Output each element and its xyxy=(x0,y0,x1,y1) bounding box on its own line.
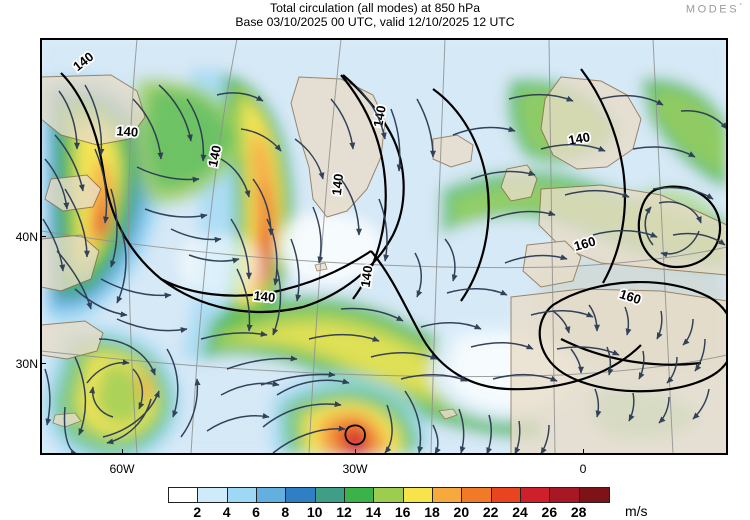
colorbar-tick-label: 28 xyxy=(570,504,587,520)
ytick-label-30n: 30N xyxy=(15,357,38,371)
coastline-se-usa xyxy=(41,320,104,360)
colorbar-tick-label: 2 xyxy=(193,504,202,520)
colorbar-tick-label: 16 xyxy=(394,504,411,520)
xtick-label-30w: 30W xyxy=(342,462,368,476)
colorbar-swatch xyxy=(579,488,609,502)
svg-text:140: 140 xyxy=(116,123,139,139)
svg-text:140: 140 xyxy=(253,288,276,305)
coastline-azores xyxy=(314,262,328,272)
colorbar-swatch xyxy=(550,488,580,502)
colorbar-swatch xyxy=(374,488,404,502)
coastline-north-africa xyxy=(510,288,727,454)
colorbar-tick-label: 20 xyxy=(453,504,470,520)
svg-text:140: 140 xyxy=(329,173,346,196)
colorbar-units: m/s xyxy=(625,503,648,519)
colorbar-swatch xyxy=(462,488,492,502)
svg-text:140: 140 xyxy=(205,144,224,168)
colorbar-swatch xyxy=(491,488,521,502)
colorbar-tick-label: 4 xyxy=(222,504,231,520)
colorbar-swatch xyxy=(520,488,551,502)
coastline-ne-usa xyxy=(41,234,100,292)
xtick-label-60w: 60W xyxy=(109,462,135,476)
coastline-caribbean xyxy=(52,412,82,428)
modes-logo: MODES° xyxy=(686,3,742,16)
coastline-scandinavia xyxy=(540,76,642,170)
colorbar-tick-label: 8 xyxy=(281,504,290,520)
colorbar-swatch xyxy=(256,488,287,502)
svg-text:140: 140 xyxy=(358,265,376,289)
colorbar-swatches xyxy=(168,487,610,503)
ytick-label-40n: 40N xyxy=(15,230,38,244)
chart-subtitle: Base 03/10/2025 00 UTC, valid 12/10/2025… xyxy=(235,15,515,29)
colorbar-tick-label: 10 xyxy=(306,504,323,520)
xtick-mark-30w xyxy=(355,449,356,455)
xtick-mark-0 xyxy=(583,449,584,455)
map-frame-border xyxy=(41,39,727,454)
ytick-label-30n-wrap: 30N xyxy=(0,355,38,373)
colorbar-swatch xyxy=(403,488,433,502)
chart-title: Total circulation (all modes) at 850 hPa xyxy=(269,1,480,15)
ytick-mark-40n xyxy=(40,236,46,237)
colorbar-tick-label: 14 xyxy=(365,504,382,520)
coastline-cape-verde xyxy=(438,408,458,420)
xtick-mark-60w xyxy=(122,449,123,455)
modes-logo-text: MODES xyxy=(685,3,740,16)
colorbar-tick-label: 6 xyxy=(252,504,260,520)
colorbar-swatch xyxy=(286,488,316,502)
colorbar-tick-label: 26 xyxy=(541,504,558,520)
ytick-mark-30n xyxy=(40,363,46,364)
modes-logo-mark: ° xyxy=(739,3,742,10)
coastline-labrador xyxy=(41,74,146,146)
coastline-greenland xyxy=(290,76,386,218)
coastline-british-isles xyxy=(500,164,538,202)
coastline-newfoundland xyxy=(44,174,102,212)
colorbar-tick-label: 12 xyxy=(336,504,352,520)
wind-vectors xyxy=(42,84,727,454)
colorbar-tick-label: 22 xyxy=(482,504,499,520)
colorbar-swatch xyxy=(227,488,257,502)
coastline-iceland xyxy=(432,134,474,168)
colorbar-swatch xyxy=(432,488,463,502)
colorbar-tick-label: 18 xyxy=(424,504,440,520)
colorbar-swatch xyxy=(315,488,345,502)
chart-title-block: Total circulation (all modes) at 850 hPa… xyxy=(0,1,750,29)
coastline-europe xyxy=(538,184,727,276)
colorbar-swatch xyxy=(344,488,375,502)
colorbar-swatch xyxy=(198,488,228,502)
xtick-label-0: 0 xyxy=(579,462,587,476)
colorbar-tick-label: 24 xyxy=(512,504,528,520)
colorbar-swatch xyxy=(169,488,199,502)
ytick-label-40n-wrap: 40N xyxy=(0,228,38,246)
colorbar: 2 4 6 8 10 12 14 16 18 20 22 24 26 28 xyxy=(168,487,610,520)
map-plot-area: 140 140 140 140 140 140 140 140 160 160 xyxy=(40,38,728,455)
weather-map: 140 140 140 140 140 140 140 140 160 160 xyxy=(41,39,727,454)
